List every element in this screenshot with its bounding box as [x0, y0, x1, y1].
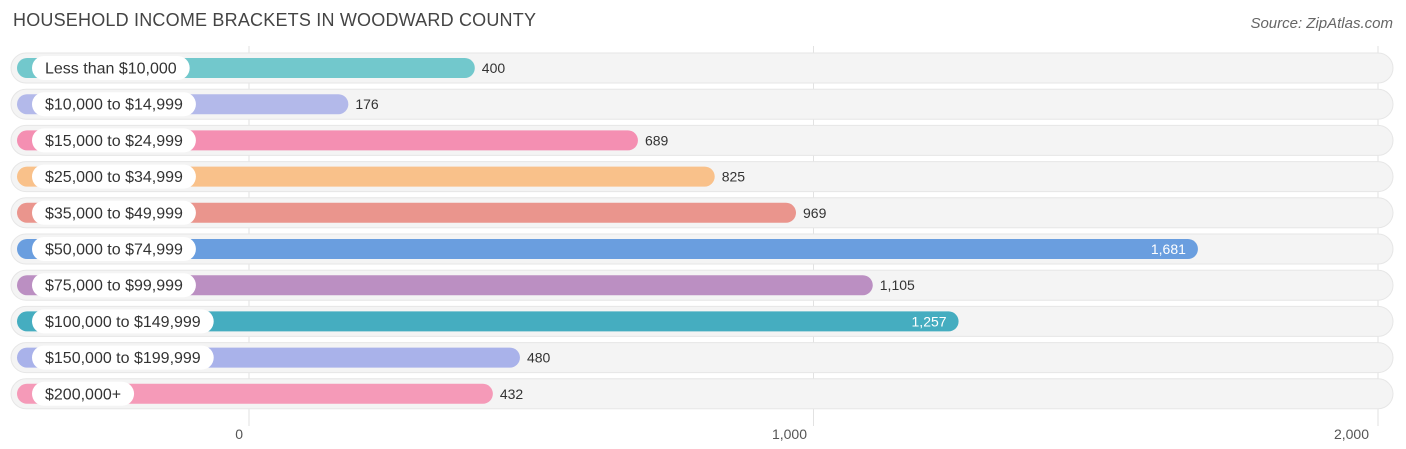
bar-row: $75,000 to $99,999 1,105 [10, 269, 1394, 301]
bar [17, 202, 797, 223]
value-label: 400 [482, 60, 506, 76]
category-pill [32, 309, 214, 334]
value-label: 1,105 [880, 277, 915, 293]
bar-rows: Less than $10,000 400 $10,000 to $14,999 17… [10, 52, 1394, 410]
bar-row: $35,000 to $49,999 969 [10, 197, 1394, 229]
category-label: Less than $10,000 [45, 61, 177, 78]
category-pill [32, 92, 196, 117]
category-label: $35,000 to $49,999 [45, 205, 183, 222]
bar-row: $100,000 to $149,999 1,257 [10, 305, 1394, 337]
value-label: 969 [803, 205, 827, 221]
value-label: 825 [722, 169, 746, 185]
category-label: $25,000 to $34,999 [45, 169, 183, 186]
bar [17, 275, 873, 296]
category-label: $75,000 to $99,999 [45, 278, 183, 295]
category-pill [32, 345, 214, 370]
category-pill [32, 381, 135, 406]
value-label: 432 [500, 386, 524, 402]
category-label: $100,000 to $149,999 [45, 314, 201, 331]
category-label: $50,000 to $74,999 [45, 242, 183, 259]
category-pill [32, 200, 196, 225]
bar [17, 239, 1198, 259]
category-pill [32, 237, 196, 261]
chart-title: HOUSEHOLD INCOME BRACKETS IN WOODWARD CO… [13, 10, 537, 30]
value-label: 1,257 [912, 313, 947, 329]
x-tick-label: 1,000 [772, 426, 807, 442]
row-track [10, 88, 1394, 120]
source-label: Source: ZipAtlas.com [1250, 15, 1393, 32]
bar [17, 383, 493, 404]
category-pill [32, 56, 190, 80]
bar-row: $25,000 to $34,999 825 [10, 161, 1394, 193]
category-label: $200,000+ [45, 386, 121, 403]
bar-row: $200,000+ 432 [10, 378, 1394, 410]
category-pill [32, 128, 196, 153]
bar-row: $15,000 to $24,999 689 [10, 124, 1394, 156]
bar-row: $150,000 to $199,999 480 [10, 342, 1394, 374]
category-label: $10,000 to $14,999 [45, 97, 183, 114]
category-pill [32, 273, 196, 298]
category-label: $15,000 to $24,999 [45, 133, 183, 150]
bar [17, 311, 959, 332]
category-pill [32, 164, 196, 189]
value-label: 689 [645, 132, 669, 148]
value-label: 480 [527, 350, 551, 366]
value-label: 176 [355, 96, 379, 112]
x-axis-ticks: 0 1,000 2,000 [235, 426, 1369, 442]
value-label: 1,681 [1151, 241, 1186, 257]
bar-row: Less than $10,000 400 [10, 52, 1394, 84]
x-tick-label: 0 [235, 426, 243, 442]
x-tick-label: 2,000 [1334, 426, 1369, 442]
bar-row: $10,000 to $14,999 176 [10, 88, 1394, 120]
bar-row: $50,000 to $74,999 1,681 [10, 233, 1394, 265]
category-label: $150,000 to $199,999 [45, 350, 201, 367]
